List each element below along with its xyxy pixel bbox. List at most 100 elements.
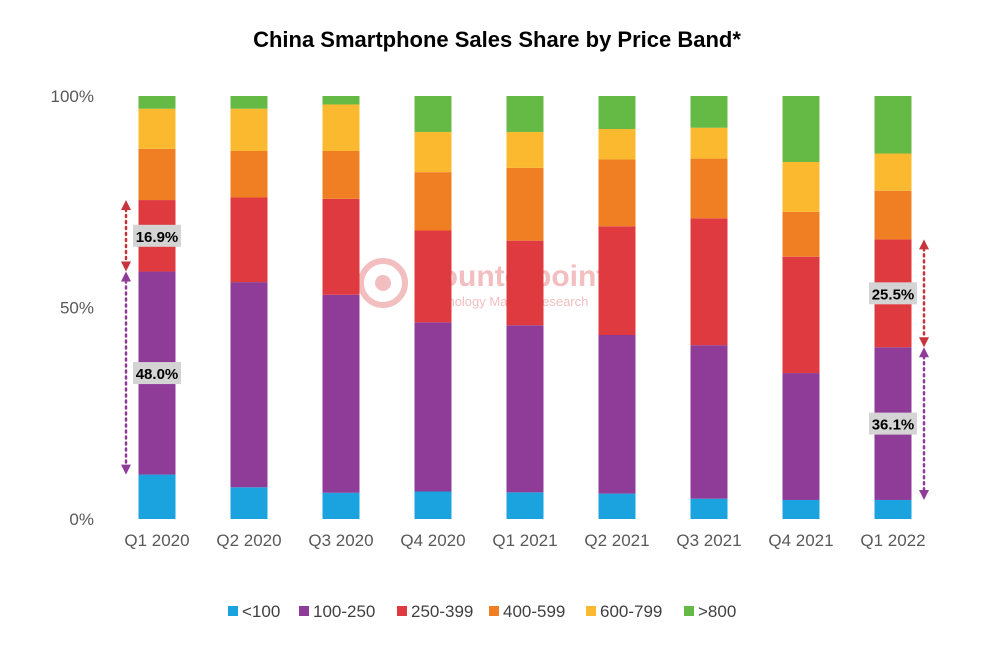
bar-segment (414, 172, 452, 231)
legend-label: >800 (698, 602, 736, 621)
x-tick-label: Q4 2021 (768, 531, 833, 550)
legend-label: 100-250 (313, 602, 375, 621)
annotation-arrowhead-up (121, 200, 131, 211)
legend-swatch (586, 606, 596, 616)
annotation-label: 25.5% (872, 286, 915, 303)
bar-segment (598, 493, 636, 519)
bar-segment (874, 499, 912, 519)
bar-segment (322, 96, 360, 105)
annotation-label-box (869, 282, 917, 305)
bar-segment (782, 161, 820, 212)
legend: <100 100-250 250-399 400-599 600-799 >800 (228, 602, 736, 621)
legend-label: <100 (242, 602, 280, 621)
annotation-label-box (133, 362, 181, 385)
bar-segment (782, 256, 820, 374)
bar-segment (322, 104, 360, 151)
legend-label: 250-399 (411, 602, 473, 621)
annotations: 16.9% 48.0% 25.5% 36.1% (121, 200, 929, 500)
bar-segment (322, 492, 360, 519)
x-tick-label: Q2 2020 (216, 531, 281, 550)
bar-segment (690, 158, 728, 219)
bar-segment (506, 167, 544, 241)
legend-item: 250-399 (397, 602, 473, 621)
bar-segment (230, 197, 268, 283)
y-tick-label: 100% (51, 87, 94, 106)
legend-swatch (684, 606, 694, 616)
bar-segment (598, 334, 636, 494)
annotation-label: 48.0% (136, 366, 179, 383)
annotation: 25.5% (869, 239, 929, 348)
x-tick-label: Q1 2022 (860, 531, 925, 550)
annotation-arrowhead-up (919, 347, 929, 358)
bars (138, 96, 912, 519)
x-tick-label: Q1 2020 (124, 531, 189, 550)
legend-swatch (299, 606, 309, 616)
watermark-logo-dot (375, 275, 391, 291)
legend-item: 600-799 (586, 602, 662, 621)
bar-segment (782, 373, 820, 500)
x-tick-label: Q3 2021 (676, 531, 741, 550)
legend-swatch (228, 606, 238, 616)
annotation: 48.0% (121, 271, 181, 475)
bar-segment (322, 198, 360, 295)
watermark-tagline: Technology Market Research (420, 294, 588, 309)
legend-swatch (397, 606, 407, 616)
bar-segment (414, 230, 452, 323)
bar-segment (690, 345, 728, 499)
bar-segment (230, 108, 268, 151)
annotation-arrowhead-down (919, 489, 929, 500)
bar-segment (322, 294, 360, 493)
bar-segment (230, 282, 268, 488)
x-tick-label: Q2 2021 (584, 531, 649, 550)
bar-segment (506, 131, 544, 168)
bar-segment (414, 322, 452, 492)
bar-segment (506, 240, 544, 326)
legend-item: >800 (684, 602, 736, 621)
annotation: 16.9% (121, 200, 181, 272)
bar-segment (598, 96, 636, 129)
bar-segment (598, 159, 636, 227)
bar-segment (690, 96, 728, 128)
annotation-label-box (133, 224, 181, 247)
bar-segment (874, 96, 912, 154)
bar-segment (506, 492, 544, 519)
y-tick-label: 50% (60, 299, 94, 318)
bar-segment (598, 226, 636, 335)
annotation-label: 16.9% (136, 229, 179, 246)
bar-segment (782, 499, 820, 519)
x-tick-label: Q3 2020 (308, 531, 373, 550)
bar-segment (874, 190, 912, 240)
legend-item: 100-250 (299, 602, 375, 621)
annotation-arrowhead-up (121, 271, 131, 282)
y-axis: 0% 50% 100% (51, 87, 94, 529)
annotation: 36.1% (869, 347, 929, 500)
bar-segment (138, 96, 176, 109)
counterpoint-watermark: Counterpoint Technology Market Research (358, 258, 606, 309)
bar-segment (598, 128, 636, 160)
legend-item: 400-599 (489, 602, 565, 621)
bar-segment (506, 325, 544, 493)
bar-segment (874, 153, 912, 191)
bar-segment (782, 96, 820, 162)
annotation-label: 36.1% (872, 417, 915, 434)
legend-label: 600-799 (600, 602, 662, 621)
bar-segment (690, 127, 728, 159)
legend-label: 400-599 (503, 602, 565, 621)
annotation-arrowhead-up (919, 239, 929, 250)
x-axis: Q1 2020 Q2 2020 Q3 2020 Q4 2020 Q1 2021 Q2 20… (124, 531, 925, 550)
annotation-label-box (869, 412, 917, 435)
bar-segment (782, 211, 820, 257)
bar-segment (230, 487, 268, 519)
annotation-arrowhead-down (121, 464, 131, 475)
legend-swatch (489, 606, 499, 616)
x-tick-label: Q4 2020 (400, 531, 465, 550)
bar-segment (138, 474, 176, 519)
annotation-arrowhead-down (121, 261, 131, 272)
bar-segment (506, 96, 544, 132)
bar-segment (690, 218, 728, 346)
bar-segment (414, 491, 452, 519)
bar-segment (414, 131, 452, 173)
bar-segment (690, 498, 728, 519)
x-tick-label: Q1 2021 (492, 531, 557, 550)
